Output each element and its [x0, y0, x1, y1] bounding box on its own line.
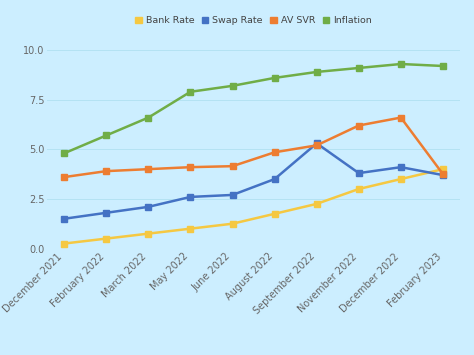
Swap Rate — [356, 171, 362, 175]
AV SVR — [272, 150, 277, 154]
Swap Rate — [103, 211, 109, 215]
Line: Bank Rate: Bank Rate — [62, 166, 446, 246]
Swap Rate — [230, 193, 236, 197]
Bank Rate — [440, 167, 446, 171]
AV SVR — [356, 124, 362, 128]
Swap Rate — [398, 165, 404, 169]
Swap Rate — [62, 217, 67, 221]
Legend: Bank Rate, Swap Rate, AV SVR, Inflation: Bank Rate, Swap Rate, AV SVR, Inflation — [135, 16, 372, 26]
Swap Rate — [440, 173, 446, 177]
AV SVR — [314, 143, 319, 147]
Inflation — [272, 76, 277, 80]
Bank Rate — [62, 241, 67, 246]
Line: Inflation: Inflation — [62, 61, 446, 156]
Swap Rate — [272, 177, 277, 181]
AV SVR — [103, 169, 109, 173]
AV SVR — [146, 167, 151, 171]
Line: Swap Rate: Swap Rate — [62, 141, 446, 222]
Bank Rate — [398, 177, 404, 181]
Swap Rate — [314, 141, 319, 146]
Bank Rate — [272, 212, 277, 216]
Inflation — [230, 84, 236, 88]
Inflation — [398, 62, 404, 66]
Bank Rate — [230, 222, 236, 226]
Inflation — [356, 66, 362, 70]
Line: AV SVR: AV SVR — [62, 115, 446, 180]
Bank Rate — [146, 231, 151, 236]
Inflation — [314, 70, 319, 74]
AV SVR — [62, 175, 67, 179]
Inflation — [188, 90, 193, 94]
Swap Rate — [146, 205, 151, 209]
Inflation — [146, 115, 151, 120]
Inflation — [103, 133, 109, 137]
AV SVR — [188, 165, 193, 169]
Inflation — [62, 151, 67, 155]
Bank Rate — [188, 226, 193, 231]
Inflation — [440, 64, 446, 68]
Bank Rate — [356, 187, 362, 191]
AV SVR — [440, 172, 446, 176]
Bank Rate — [103, 236, 109, 241]
AV SVR — [230, 164, 236, 168]
Swap Rate — [188, 195, 193, 199]
AV SVR — [398, 115, 404, 120]
Bank Rate — [314, 202, 319, 206]
